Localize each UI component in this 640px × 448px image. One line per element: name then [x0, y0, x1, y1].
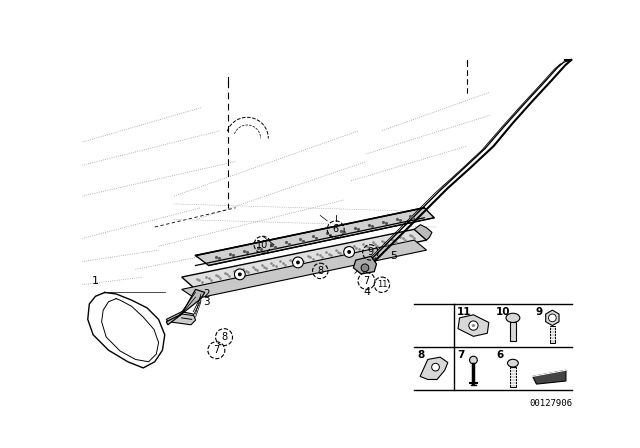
Text: 11: 11 — [457, 307, 471, 317]
Polygon shape — [420, 357, 448, 379]
Text: 10: 10 — [496, 307, 511, 317]
Circle shape — [361, 264, 369, 271]
Polygon shape — [414, 225, 432, 240]
Text: 8: 8 — [221, 332, 227, 342]
Text: 6: 6 — [333, 224, 339, 234]
Polygon shape — [166, 312, 196, 325]
Circle shape — [469, 321, 478, 330]
Text: 8: 8 — [417, 350, 424, 360]
Text: 5: 5 — [390, 250, 397, 260]
Circle shape — [234, 269, 245, 280]
Text: 7: 7 — [213, 345, 220, 355]
Polygon shape — [353, 256, 376, 274]
Text: 4: 4 — [363, 288, 370, 297]
Circle shape — [296, 260, 300, 264]
Text: 6: 6 — [496, 350, 504, 360]
Text: 10: 10 — [257, 240, 269, 250]
Circle shape — [431, 363, 440, 371]
Polygon shape — [546, 310, 559, 326]
Text: 3: 3 — [203, 297, 210, 307]
Polygon shape — [166, 289, 205, 325]
Polygon shape — [458, 315, 489, 336]
Ellipse shape — [508, 359, 518, 367]
Circle shape — [470, 356, 477, 364]
Bar — [510, 367, 516, 387]
Circle shape — [348, 250, 351, 254]
Text: 7: 7 — [364, 276, 370, 286]
Polygon shape — [532, 370, 566, 384]
Circle shape — [292, 257, 303, 268]
Text: 9: 9 — [536, 307, 543, 317]
Text: 00127906: 00127906 — [529, 400, 572, 409]
Circle shape — [548, 314, 556, 322]
Text: 1: 1 — [92, 276, 99, 286]
Text: 9: 9 — [367, 247, 373, 258]
Text: 11: 11 — [377, 280, 387, 289]
Polygon shape — [182, 229, 427, 289]
Text: 8: 8 — [317, 266, 323, 276]
Ellipse shape — [506, 313, 520, 323]
Text: 2: 2 — [203, 289, 210, 299]
Circle shape — [238, 272, 242, 276]
Circle shape — [472, 324, 475, 327]
Bar — [510, 323, 516, 341]
Text: 7: 7 — [457, 350, 464, 360]
Polygon shape — [182, 240, 427, 299]
Bar — [550, 326, 555, 343]
Circle shape — [344, 246, 355, 257]
Polygon shape — [196, 208, 435, 266]
